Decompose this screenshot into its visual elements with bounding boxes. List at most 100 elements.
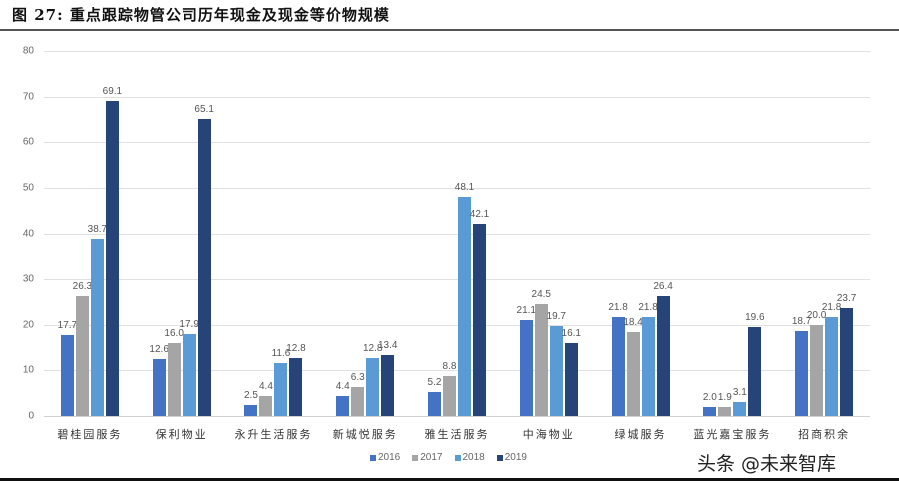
bar-value-label: 2.0: [702, 391, 717, 403]
bar-2017: [718, 407, 732, 416]
bar-value-label: 38.7: [87, 224, 108, 236]
bar-value-label: 16.0: [164, 328, 184, 339]
bar-value-label: 4.4: [335, 380, 350, 392]
bar-2017: [626, 332, 640, 416]
gridline: [44, 234, 870, 235]
bar-value-label: 24.5: [531, 289, 551, 301]
gridline: [44, 279, 870, 280]
bar-2017: [259, 395, 273, 416]
chart-legend: 2016 2017 2018 2019: [370, 452, 527, 463]
bar-2018: [182, 334, 196, 416]
legend-swatch-icon: [496, 454, 503, 461]
y-tick-label: 30: [22, 273, 34, 285]
bar-2018: [90, 239, 104, 416]
gridline: [44, 325, 870, 326]
bar-2017: [351, 387, 365, 416]
x-category-label: 碧桂园服务: [57, 428, 123, 441]
bar-2017: [443, 375, 456, 416]
bar-value-label: 20.0: [806, 309, 827, 321]
x-category-label: 绿城服务: [614, 428, 667, 441]
bar-2016: [611, 316, 625, 416]
legend-item-2016: 2016: [370, 452, 400, 463]
watermark: 头条 @未来智库: [697, 453, 837, 475]
legend-swatch-icon: [454, 454, 461, 461]
gridline: [44, 142, 870, 143]
x-category-label: 中海物业: [522, 428, 575, 441]
bar-2019: [656, 295, 670, 416]
bar-2016: [152, 358, 166, 416]
bottom-divider: [0, 478, 899, 481]
bar-value-label: 26.3: [72, 281, 93, 292]
bar-value-label: 6.3: [350, 372, 365, 384]
bar-2016: [703, 406, 717, 416]
y-tick-label: 20: [22, 319, 34, 331]
y-tick-label: 0: [28, 410, 34, 422]
bar-value-label: 48.1: [454, 181, 475, 193]
y-tick-label: 50: [22, 182, 34, 194]
bar-2016: [428, 392, 441, 416]
bar-value-label: 11.6: [271, 348, 291, 360]
legend-item-2018: 2018: [454, 452, 485, 463]
bar-value-label: 16.1: [561, 327, 581, 339]
bar-2017: [75, 296, 89, 416]
bar-2018: [366, 357, 380, 416]
title-divider: [0, 29, 899, 31]
bar-value-label: 12.6: [149, 343, 169, 355]
x-category-label: 保利物业: [155, 428, 208, 441]
bar-2017: [810, 324, 824, 416]
x-axis-line: [44, 416, 870, 417]
bar-value-label: 3.1: [732, 386, 747, 398]
bar-2016: [519, 319, 533, 416]
bar-2019: [105, 100, 119, 416]
legend-swatch-icon: [412, 454, 419, 461]
bar-2018: [825, 316, 839, 416]
y-tick-label: 80: [22, 45, 34, 57]
legend-label: 2016: [378, 452, 401, 463]
bar-value-label: 69.1: [102, 85, 123, 97]
gridline: [44, 370, 870, 371]
bar-2019: [197, 118, 211, 416]
bar-2016: [244, 404, 258, 416]
x-category-label: 永升生活服务: [234, 428, 313, 441]
bar-2019: [289, 357, 303, 416]
bar-value-label: 17.9: [179, 319, 199, 331]
bar-2018: [641, 316, 655, 416]
bar-2016: [795, 330, 809, 416]
bar-value-label: 42.1: [469, 208, 490, 220]
bar-2016: [336, 395, 350, 416]
bar-2018: [274, 363, 288, 416]
bar-2019: [564, 342, 578, 416]
legend-label: 2019: [504, 452, 527, 463]
bar-value-label: 13.4: [377, 339, 398, 351]
bar-2018: [733, 401, 747, 416]
bar-value-label: 21.1: [516, 304, 536, 316]
bar-value-label: 21.8: [821, 301, 842, 313]
bar-2019: [840, 307, 854, 416]
y-tick-label: 70: [22, 91, 34, 103]
bar-value-label: 65.1: [194, 103, 214, 115]
figure-title: 图 27: 重点跟踪物管公司历年现金及现金等价物规模: [12, 6, 390, 24]
bar-value-label: 12.8: [286, 342, 306, 354]
gridline: [44, 188, 870, 189]
bar-value-label: 5.2: [427, 377, 442, 389]
bar-2019: [381, 354, 395, 416]
bar-2019: [748, 326, 762, 416]
gridline: [44, 97, 870, 98]
bar-value-label: 4.4: [258, 380, 273, 392]
bar-value-label: 18.4: [623, 317, 643, 329]
x-category-label: 蓝光嘉宝服务: [693, 428, 772, 441]
bar-2017: [167, 343, 181, 416]
bar-2019: [473, 223, 486, 416]
bar-value-label: 1.9: [717, 392, 732, 404]
bar-2016: [60, 335, 74, 416]
bar-value-label: 19.7: [546, 311, 566, 323]
bar-value-label: 23.7: [836, 292, 857, 304]
y-tick-label: 60: [22, 136, 34, 148]
legend-label: 2018: [462, 452, 485, 463]
bar-2018: [549, 326, 563, 416]
x-category-label: 新城悦服务: [332, 428, 398, 441]
bar-value-label: 17.7: [57, 320, 78, 332]
bar-value-label: 12.8: [362, 342, 383, 354]
legend-swatch-icon: [370, 454, 376, 461]
